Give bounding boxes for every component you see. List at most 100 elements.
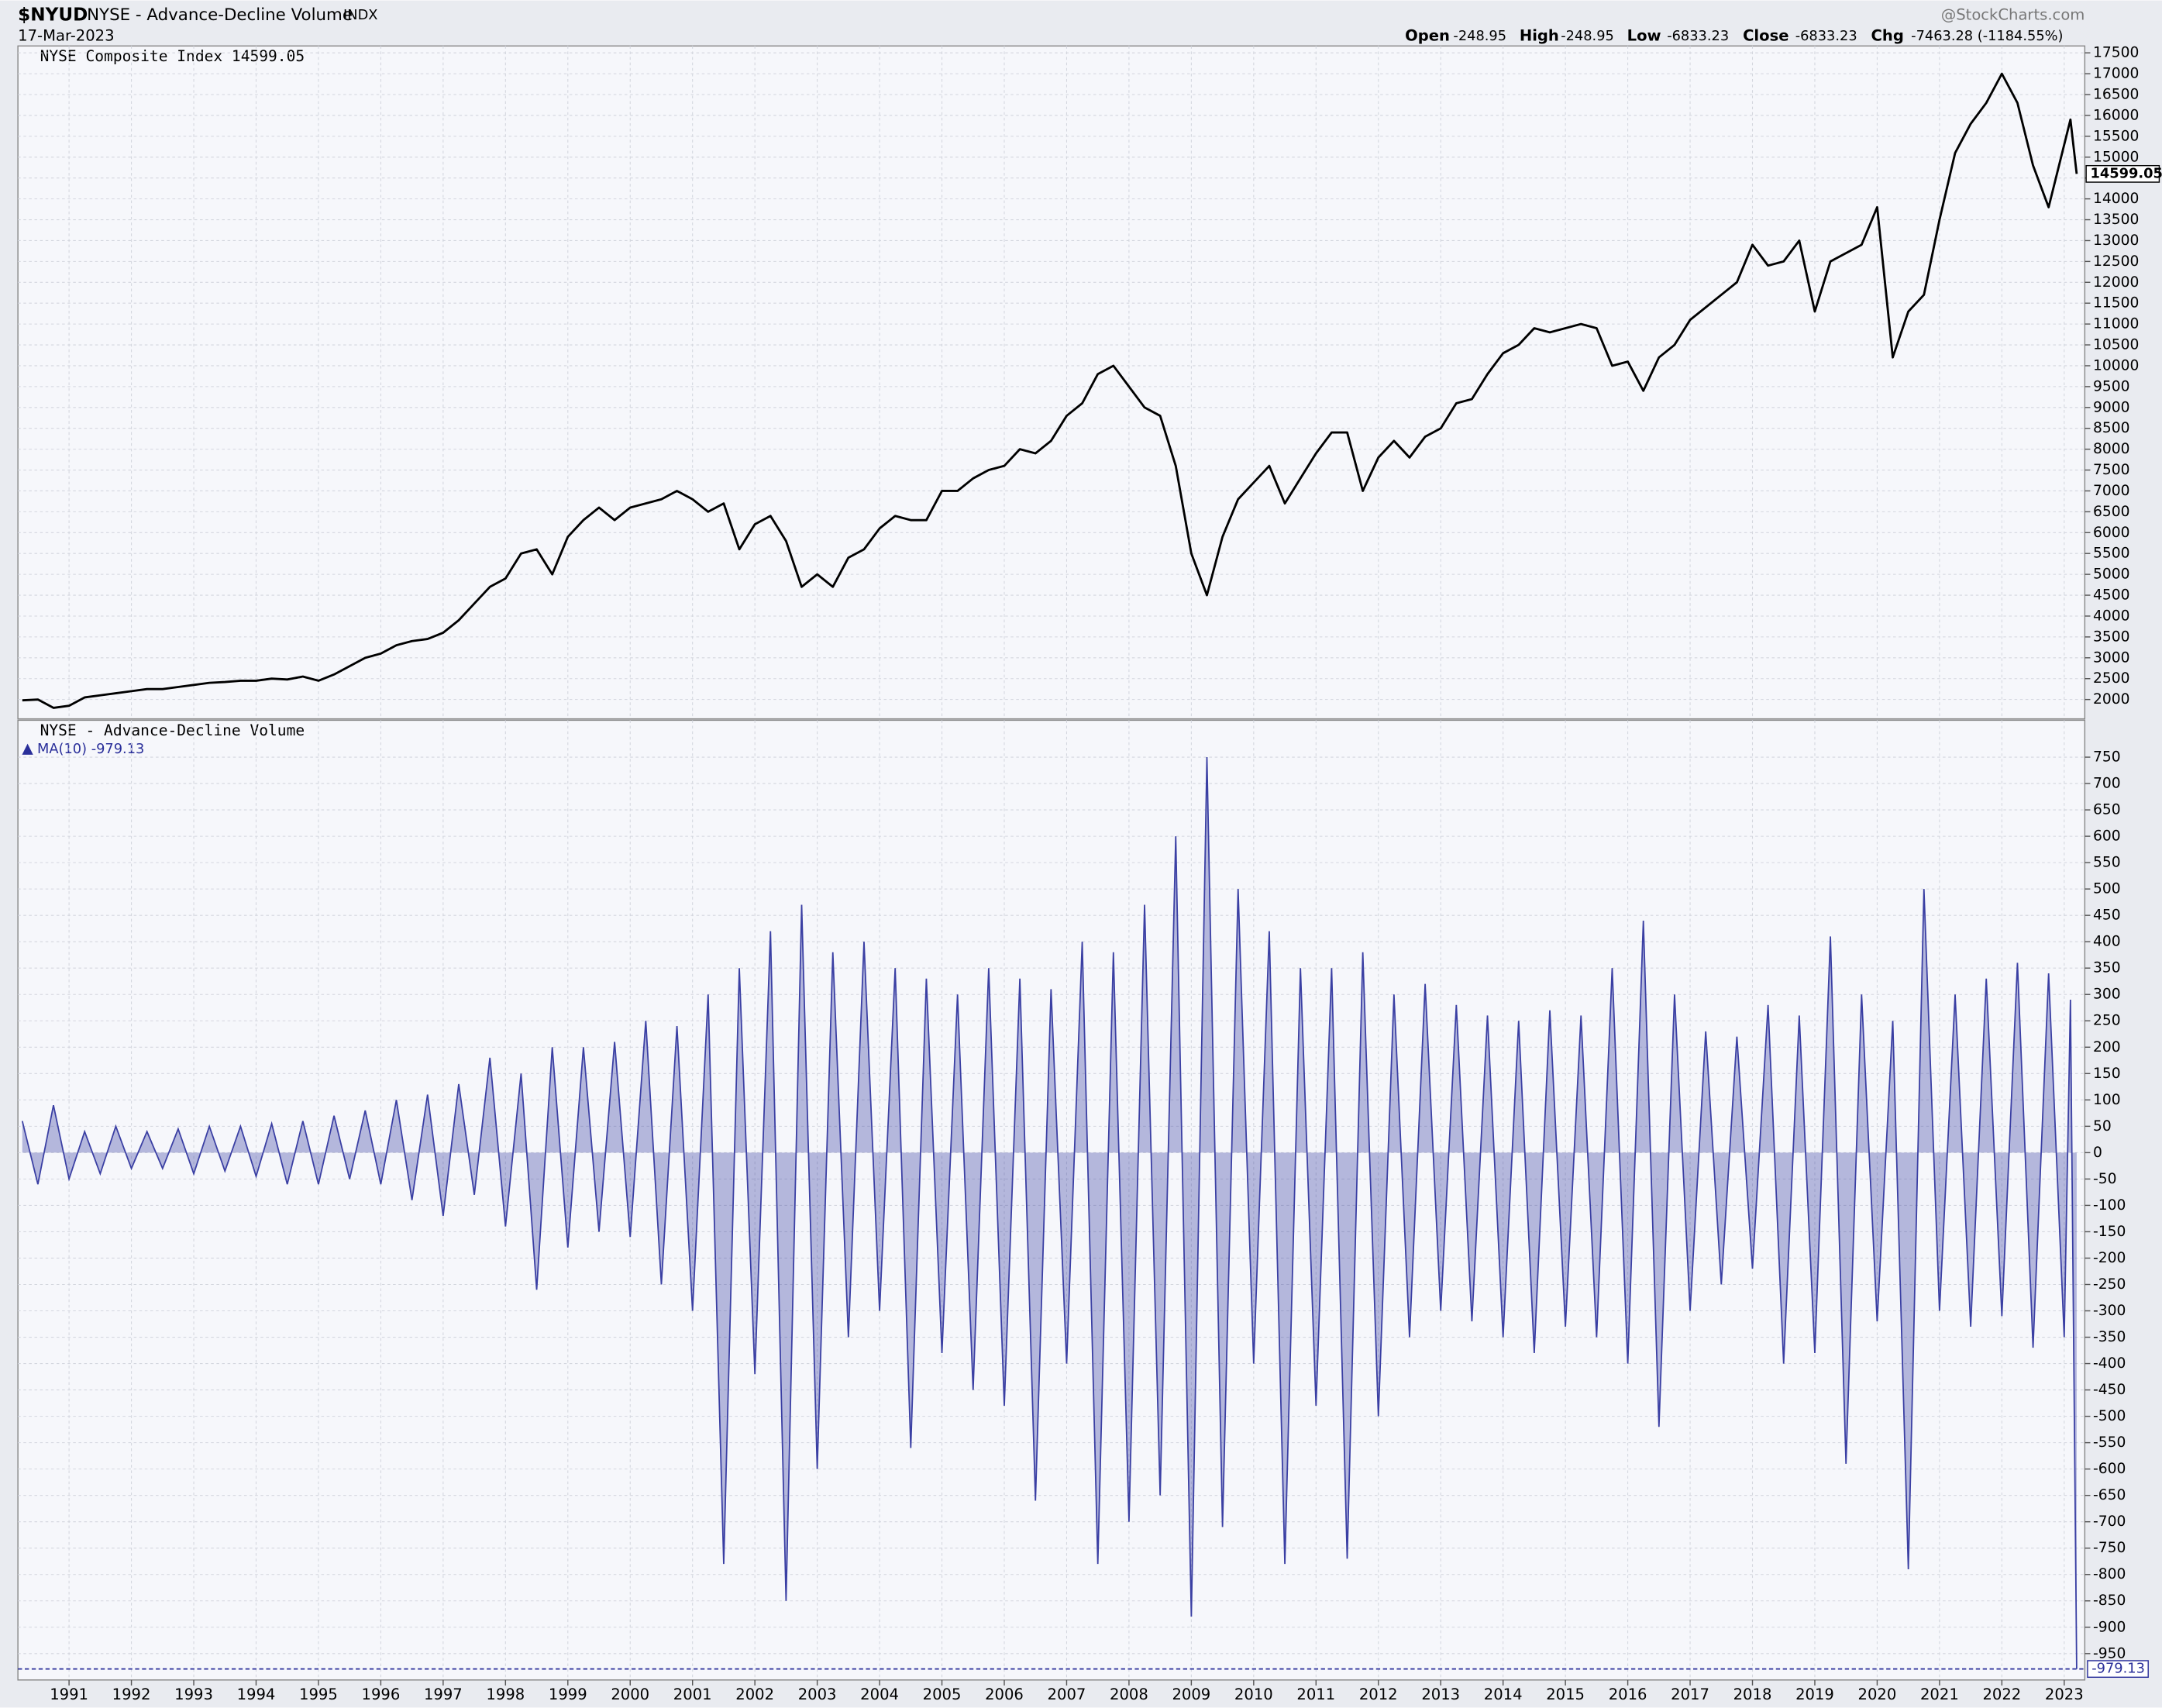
ma-value-tag bbox=[2087, 1660, 2149, 1679]
x-tick-label: 2022 bbox=[1982, 1686, 2021, 1703]
y-tick-label: 50 bbox=[2093, 1118, 2112, 1135]
y-tick-label: 12000 bbox=[2093, 274, 2139, 291]
y-tick-label: 550 bbox=[2093, 855, 2121, 871]
volume-line bbox=[21, 757, 2078, 1669]
y-tick-label: 250 bbox=[2093, 1013, 2121, 1029]
exchange: INDX bbox=[343, 7, 377, 23]
y-tick-label: 400 bbox=[2093, 934, 2121, 950]
last-value-tag bbox=[2085, 164, 2160, 183]
quote-value: -248.95 bbox=[1561, 28, 1614, 44]
legend-entry: MA(10) -979.13 bbox=[37, 741, 144, 757]
y-tick-label: 150 bbox=[2093, 1066, 2121, 1082]
y-tick-label: 300 bbox=[2093, 987, 2121, 1003]
quote-label: High bbox=[1520, 26, 1559, 44]
y-tick-label: 650 bbox=[2093, 802, 2121, 818]
x-tick-label: 2001 bbox=[673, 1686, 712, 1703]
x-tick-label: 2008 bbox=[1110, 1686, 1148, 1703]
y-tick-label: -900 bbox=[2093, 1619, 2126, 1635]
x-tick-label: 2007 bbox=[1048, 1686, 1086, 1703]
y-tick-label: 8500 bbox=[2093, 420, 2130, 436]
y-tick-label: 200 bbox=[2093, 1039, 2121, 1055]
volume-panel bbox=[17, 719, 2086, 1681]
y-tick-label: 5000 bbox=[2093, 566, 2130, 583]
quote-label: Chg bbox=[1871, 26, 1904, 44]
panel-title: NYSE - Advance-Decline Volume bbox=[40, 721, 305, 739]
x-tick-label: 2013 bbox=[1421, 1686, 1460, 1703]
x-tick-label: 2005 bbox=[923, 1686, 962, 1703]
y-tick-label: 17000 bbox=[2093, 66, 2139, 82]
x-tick-label: 2006 bbox=[985, 1686, 1024, 1703]
y-tick-label: 7500 bbox=[2093, 462, 2130, 478]
y-tick-label: -700 bbox=[2093, 1513, 2126, 1530]
x-tick-label: 2009 bbox=[1172, 1686, 1210, 1703]
x-tick-label: 1998 bbox=[486, 1686, 525, 1703]
x-tick-label: 1996 bbox=[362, 1686, 401, 1703]
y-tick-label: 11500 bbox=[2093, 295, 2139, 312]
y-tick-label: 3500 bbox=[2093, 628, 2130, 645]
y-tick-label: 17500 bbox=[2093, 45, 2139, 61]
y-tick-label: 2500 bbox=[2093, 670, 2130, 687]
y-tick-label: -100 bbox=[2093, 1197, 2126, 1214]
y-tick-label: 16000 bbox=[2093, 107, 2139, 123]
x-tick-label: 2021 bbox=[1920, 1686, 1959, 1703]
y-tick-label: 15500 bbox=[2093, 128, 2139, 144]
y-tick-label: -50 bbox=[2093, 1171, 2117, 1187]
quote-label: Low bbox=[1627, 26, 1661, 44]
y-tick-label: 100 bbox=[2093, 1092, 2121, 1108]
x-tick-label: 2002 bbox=[735, 1686, 774, 1703]
y-tick-label: -750 bbox=[2093, 1540, 2126, 1556]
y-tick-label: -350 bbox=[2093, 1329, 2126, 1345]
y-tick-label: 16500 bbox=[2093, 87, 2139, 103]
source: @StockCharts.com bbox=[1941, 6, 2085, 24]
y-tick-label: -450 bbox=[2093, 1382, 2126, 1398]
x-tick-label: 2019 bbox=[1795, 1686, 1834, 1703]
y-tick-label: -850 bbox=[2093, 1593, 2126, 1609]
area-fill bbox=[22, 757, 2077, 1669]
quote-value: -248.95 bbox=[1453, 28, 1506, 44]
y-tick-label: 12500 bbox=[2093, 253, 2139, 270]
y-tick-label: 14000 bbox=[2093, 191, 2139, 207]
x-tick-label: 2020 bbox=[1858, 1686, 1897, 1703]
y-tick-label: -250 bbox=[2093, 1276, 2126, 1293]
y-tick-label: 4000 bbox=[2093, 608, 2130, 624]
x-tick-label: 1997 bbox=[424, 1686, 463, 1703]
y-tick-label: 13500 bbox=[2093, 212, 2139, 228]
x-tick-label: 2003 bbox=[798, 1686, 837, 1703]
y-tick-label: 7000 bbox=[2093, 483, 2130, 499]
y-tick-label: -400 bbox=[2093, 1355, 2126, 1372]
x-tick-label: 2012 bbox=[1359, 1686, 1398, 1703]
y-tick-label: 450 bbox=[2093, 907, 2121, 924]
x-tick-label: 2010 bbox=[1234, 1686, 1273, 1703]
y-tick-label: 10500 bbox=[2093, 337, 2139, 353]
x-tick-label: 2018 bbox=[1733, 1686, 1772, 1703]
y-tick-label: -550 bbox=[2093, 1434, 2126, 1451]
quote-value: -7463.28 (-1184.55%) bbox=[1911, 28, 2063, 44]
panel-title: NYSE Composite Index 14599.05 bbox=[40, 47, 305, 65]
y-tick-label: 700 bbox=[2093, 776, 2121, 792]
quote-value: -6833.23 bbox=[1795, 28, 1857, 44]
symbol-name: NYSE - Advance-Decline Volume bbox=[87, 5, 353, 25]
y-tick-label: -950 bbox=[2093, 1645, 2126, 1662]
y-tick-label: 350 bbox=[2093, 960, 2121, 976]
date: 17-Mar-2023 bbox=[18, 26, 114, 44]
x-tick-label: 2011 bbox=[1296, 1686, 1335, 1703]
y-tick-label: 6500 bbox=[2093, 504, 2130, 520]
y-tick-label: 13000 bbox=[2093, 232, 2139, 249]
y-tick-label: 11000 bbox=[2093, 316, 2139, 332]
y-tick-label: 3000 bbox=[2093, 649, 2130, 666]
x-tick-label: 2023 bbox=[2045, 1686, 2084, 1703]
price-line bbox=[22, 72, 2078, 709]
x-tick-label: 2000 bbox=[611, 1686, 649, 1703]
y-tick-label: 2000 bbox=[2093, 691, 2130, 708]
x-tick-label: 2017 bbox=[1671, 1686, 1709, 1703]
x-tick-label: 1992 bbox=[112, 1686, 151, 1703]
quote-value: -6833.23 bbox=[1667, 28, 1729, 44]
y-tick-label: 9500 bbox=[2093, 378, 2130, 394]
x-tick-label: 2004 bbox=[860, 1686, 899, 1703]
x-tick-label: 2014 bbox=[1484, 1686, 1523, 1703]
y-tick-label: 750 bbox=[2093, 749, 2121, 766]
price-panel bbox=[17, 45, 2086, 720]
y-tick-label: 15000 bbox=[2093, 149, 2139, 165]
x-tick-label: 1995 bbox=[299, 1686, 338, 1703]
